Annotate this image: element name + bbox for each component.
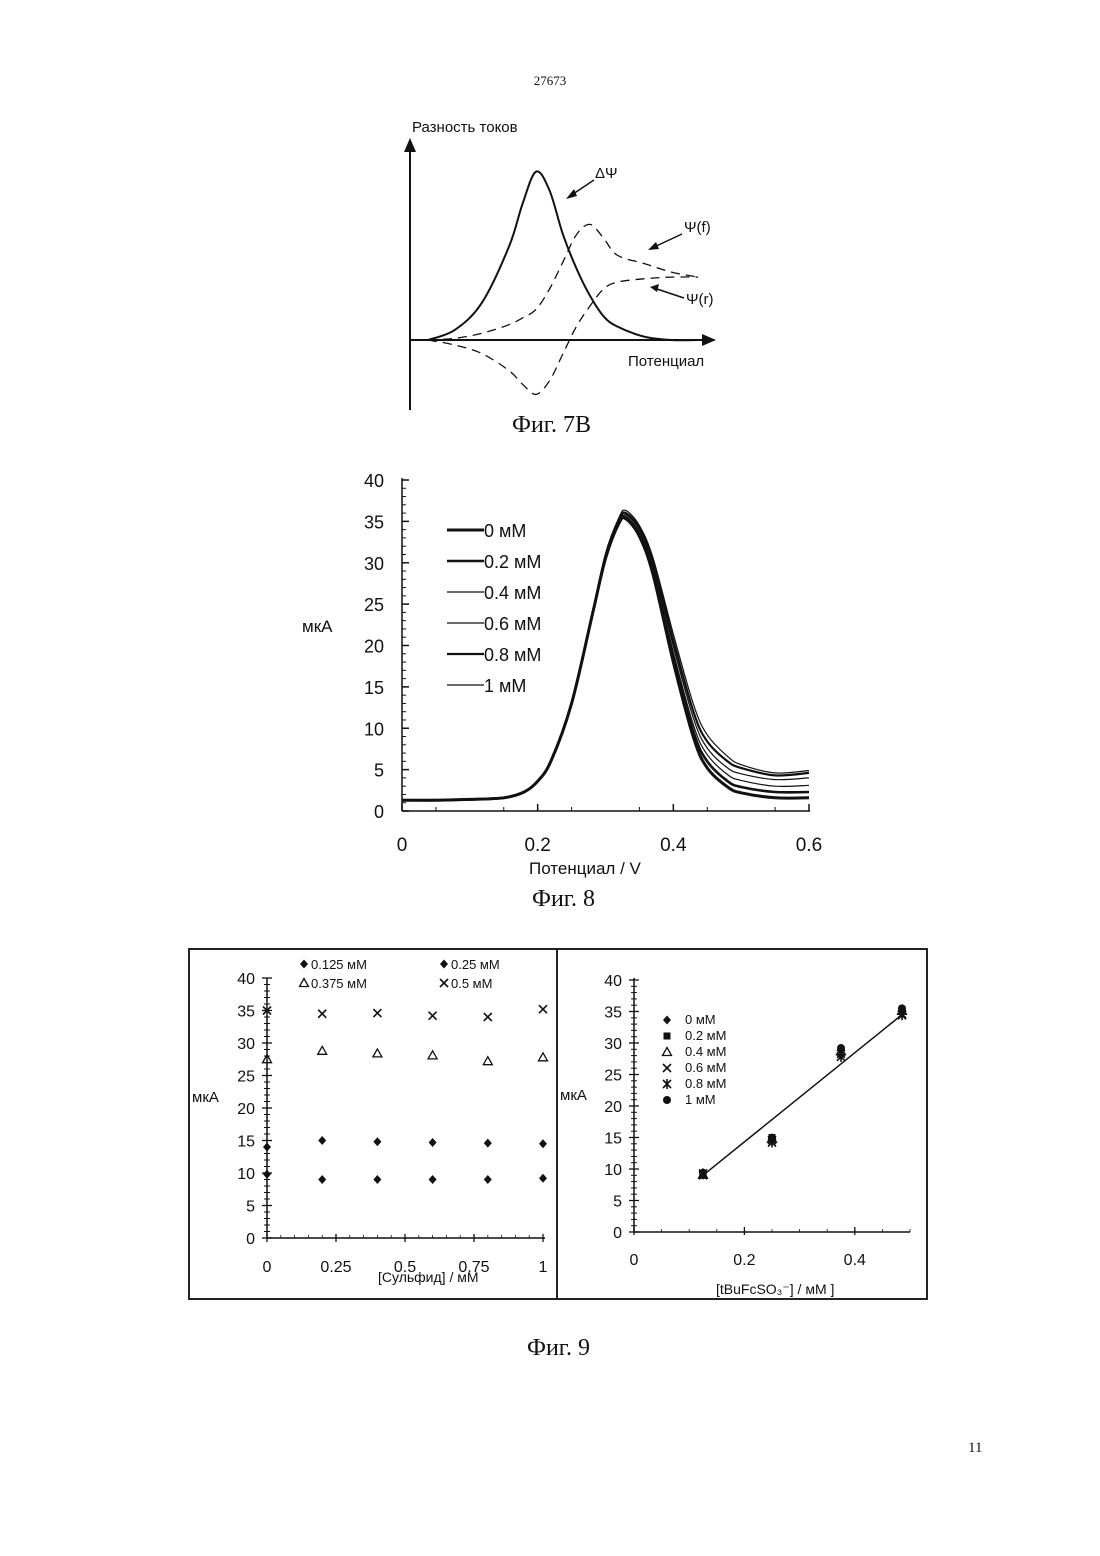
- fig8-series-group: [402, 510, 809, 800]
- fig7b-delta-curve: [428, 171, 698, 340]
- fig7b-forward-arrowhead: [648, 242, 659, 250]
- fig7b-forward-curve: [428, 224, 698, 340]
- fig7b-reverse-arrowhead: [650, 284, 659, 292]
- fig8-legend-label: 0.2 мМ: [484, 552, 541, 572]
- fig8-y-tick-label: 25: [364, 595, 384, 615]
- fig8-y-tick-label: 10: [364, 719, 384, 739]
- page-number: 11: [968, 1440, 982, 1457]
- figure-8: 0 5 10 15 20 25 30 35 40 0 0.2 0.4 0.6 0 мМ 0.2 мМ 0.…: [302, 471, 822, 878]
- figure-9-frame: [188, 948, 928, 1300]
- fig8-legend-label: 1 мМ: [484, 676, 526, 696]
- fig8-x-tick-label: 0.2: [524, 835, 550, 856]
- fig8-series-line: [402, 510, 809, 800]
- figure-8-caption: Фиг. 8: [532, 886, 595, 913]
- fig7b-delta-arrowhead: [566, 189, 577, 199]
- figure-9-divider: [556, 948, 558, 1300]
- fig8-y-tick-label: 35: [364, 512, 384, 532]
- fig7b-ylabel: Разность токов: [412, 119, 518, 136]
- figure-7b-caption: Фиг. 7B: [512, 412, 591, 439]
- figure-9-caption: Фиг. 9: [527, 1335, 590, 1362]
- fig8-x-tick-label: 0.4: [660, 835, 687, 856]
- fig8-y-tick-label: 0: [374, 802, 384, 822]
- fig8-y-tick-label: 20: [364, 637, 384, 657]
- fig8-legend-label: 0.8 мМ: [484, 645, 541, 665]
- fig8-y-tick-label: 5: [374, 761, 384, 781]
- figure-7b: Разность токов Потенциал ΔΨ Ψ(f) Ψ(r): [404, 119, 716, 410]
- fig8-y-tick-label: 15: [364, 678, 384, 698]
- fig8-x-tick-label: 0.6: [796, 835, 822, 856]
- fig7b-xlabel: Потенциал: [628, 353, 704, 370]
- fig7b-forward-label: Ψ(f): [684, 219, 711, 236]
- fig7b-x-arrow: [702, 334, 716, 346]
- fig8-legend: 0 мМ 0.2 мМ 0.4 мМ 0.6 мМ 0.8 мМ 1 мМ: [447, 521, 541, 696]
- fig8-legend-label: 0 мМ: [484, 521, 526, 541]
- fig8-y-tick-label: 30: [364, 554, 384, 574]
- fig8-legend-label: 0.4 мМ: [484, 583, 541, 603]
- fig8-y-tick-label: 40: [364, 471, 384, 491]
- fig7b-reverse-pointer: [654, 288, 684, 298]
- fig7b-delta-label: ΔΨ: [595, 165, 618, 182]
- fig8-x-tick-label: 0: [397, 835, 408, 856]
- fig7b-y-arrow: [404, 138, 416, 152]
- fig7b-reverse-label: Ψ(r): [686, 291, 714, 308]
- fig8-ylabel: мкА: [302, 617, 333, 636]
- fig8-legend-label: 0.6 мМ: [484, 614, 541, 634]
- fig7b-reverse-curve: [428, 277, 698, 394]
- fig8-xlabel: Потенциал / V: [529, 859, 642, 878]
- fig8-x-ticks: 0 0.2 0.4 0.6: [397, 804, 823, 856]
